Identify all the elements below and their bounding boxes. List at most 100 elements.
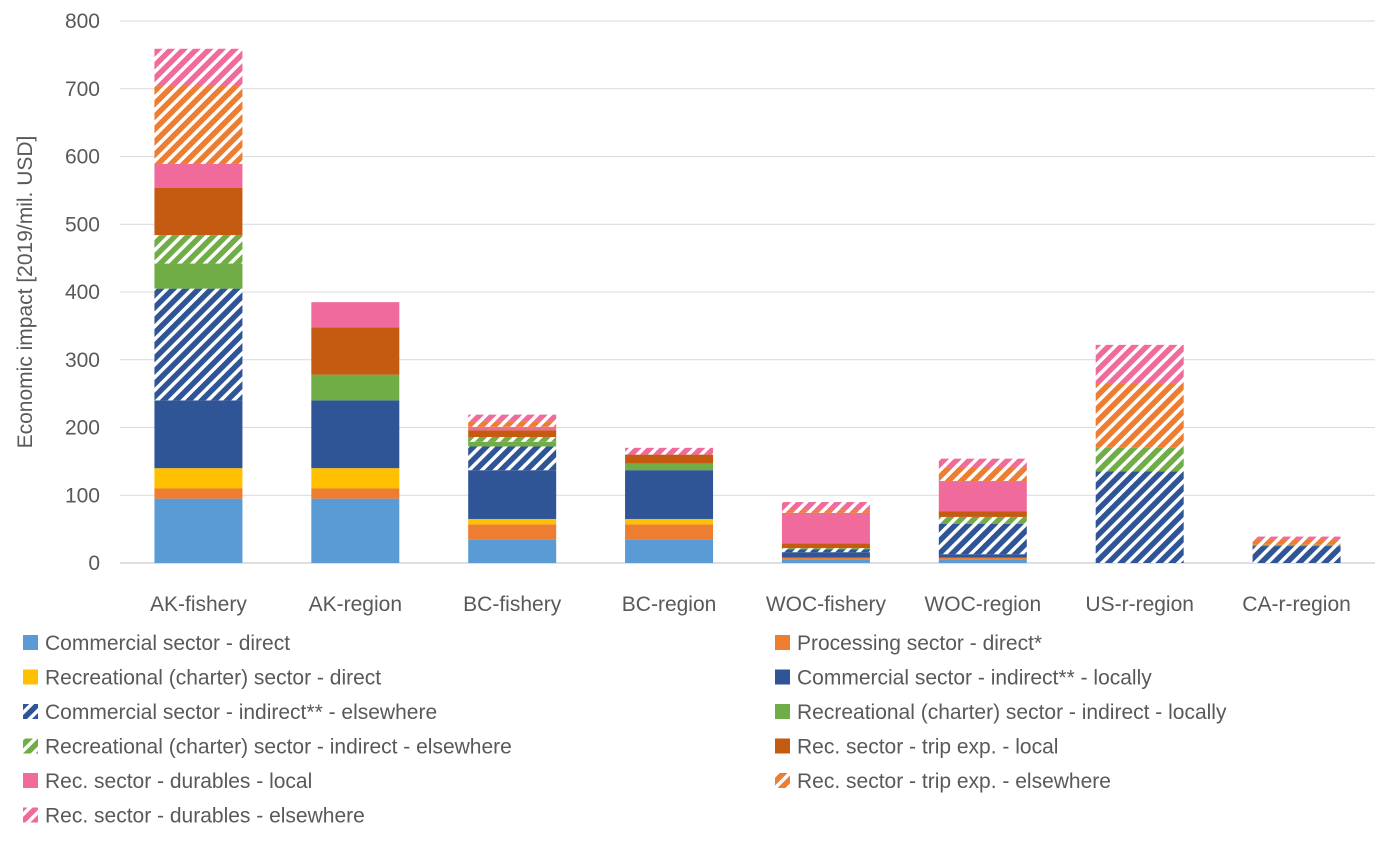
bar-segment <box>1252 544 1341 547</box>
bars <box>154 48 1341 563</box>
bar-segment <box>468 446 557 471</box>
bar-segment <box>468 414 557 422</box>
x-tick-label: AK-region <box>309 593 402 616</box>
legend-swatch <box>23 704 38 719</box>
legend-swatch <box>775 704 790 719</box>
bar-segment <box>938 554 1027 558</box>
legend-item: Recreational (charter) sector - direct <box>23 667 381 690</box>
legend-item: Rec. sector - durables - elsewhere <box>23 805 365 828</box>
legend-label: Processing sector - direct* <box>797 632 1042 655</box>
x-tick-label: WOC-region <box>924 593 1041 616</box>
bar-segment <box>468 524 557 540</box>
legend-item: Rec. sector - trip exp. - local <box>775 736 1058 759</box>
bar-segment <box>781 512 870 544</box>
bar-segment <box>311 374 400 401</box>
bar-segment <box>625 447 714 455</box>
bar-segment <box>1252 536 1341 540</box>
legend-label: Commercial sector - indirect** - locally <box>797 667 1152 690</box>
bar-segment <box>938 557 1027 560</box>
bar-segment <box>1252 546 1341 563</box>
bar-stack-WOC-region <box>938 458 1027 563</box>
y-tick-label: 300 <box>65 349 100 372</box>
bar-segment <box>938 523 1027 555</box>
legend-swatch <box>23 773 38 788</box>
bar-segment <box>625 518 714 525</box>
bar-segment <box>938 481 1027 512</box>
bar-segment <box>781 502 870 511</box>
bar-segment <box>781 552 870 558</box>
bar-segment <box>468 441 557 447</box>
legend-item: Commercial sector - indirect** - elsewhe… <box>23 701 437 724</box>
bar-segment <box>311 327 400 375</box>
legend-swatch <box>23 669 38 685</box>
legend: Commercial sector - direct Processing sec… <box>23 632 1227 828</box>
bar-stack-AK-fishery <box>154 48 243 563</box>
bar-segment <box>154 187 243 236</box>
bar-segment <box>311 400 400 469</box>
legend-swatch <box>775 773 790 788</box>
y-tick-label: 400 <box>65 281 100 304</box>
bar-segment <box>781 543 870 549</box>
bar-stack-BC-fishery <box>468 414 557 563</box>
x-tick-label: WOC-fishery <box>766 593 887 616</box>
bar-segment <box>781 549 870 553</box>
y-tick-label: 100 <box>65 484 100 507</box>
bar-segment <box>1252 539 1341 545</box>
y-tick-label: 200 <box>65 417 100 440</box>
legend-swatch <box>775 738 790 754</box>
bar-segment <box>154 263 243 289</box>
y-tick-label: 600 <box>65 146 100 169</box>
legend-item: Rec. sector - trip exp. - elsewhere <box>775 770 1111 793</box>
bar-segment <box>625 454 714 464</box>
bar-segment <box>938 511 1027 517</box>
bar-segment <box>311 468 400 489</box>
legend-swatch <box>23 738 38 754</box>
legend-item: Recreational (charter) sector - indirect… <box>775 701 1227 724</box>
bar-segment <box>311 498 400 563</box>
legend-label: Rec. sector - trip exp. - local <box>797 736 1058 759</box>
legend-item: Commercial sector - indirect** - locally <box>775 667 1152 690</box>
bar-segment <box>311 488 400 499</box>
y-tick-label: 0 <box>88 552 100 575</box>
bar-segment <box>154 86 243 164</box>
bar-segment <box>1095 447 1184 472</box>
bar-segment <box>781 548 870 550</box>
legend-item: Rec. sector - durables - local <box>23 770 312 793</box>
bar-segment <box>781 510 870 513</box>
y-tick-label: 800 <box>65 10 100 33</box>
bar-segment <box>154 288 243 401</box>
legend-swatch <box>23 635 38 650</box>
bar-segment <box>154 488 243 499</box>
legend-swatch <box>775 635 790 650</box>
bar-segment <box>1095 471 1184 563</box>
x-tick-label: BC-fishery <box>463 593 562 616</box>
bar-stack-US-r-region <box>1095 344 1184 563</box>
legend-label: Recreational (charter) sector - indirect… <box>797 701 1227 724</box>
legend-item: Processing sector - direct* <box>775 632 1042 655</box>
bar-segment <box>1095 383 1184 448</box>
legend-label: Recreational (charter) sector - indirect… <box>45 736 512 759</box>
bar-segment <box>154 235 243 264</box>
bar-segment <box>468 421 557 427</box>
bar-stack-BC-region <box>625 447 714 563</box>
x-tick-label: CA-r-region <box>1242 593 1351 616</box>
y-axis-label: Economic impact [2019/mil. USD] <box>14 136 37 449</box>
bar-segment <box>625 524 714 540</box>
legend-label: Commercial sector - indirect** - elsewhe… <box>45 701 437 724</box>
bar-segment <box>625 539 714 563</box>
legend-item: Commercial sector - direct <box>23 632 290 655</box>
bar-segment <box>938 467 1027 482</box>
legend-label: Rec. sector - durables - elsewhere <box>45 805 365 828</box>
bar-stack-AK-region <box>311 302 400 563</box>
bar-segment <box>468 426 557 431</box>
bar-segment <box>468 430 557 437</box>
legend-swatch <box>23 807 38 823</box>
gridlines <box>120 20 1375 564</box>
x-tick-label: US-r-region <box>1085 593 1194 616</box>
bar-segment <box>154 400 243 469</box>
legend-swatch <box>775 669 790 685</box>
bar-segment <box>154 163 243 188</box>
legend-label: Commercial sector - direct <box>45 632 290 655</box>
legend-item: Recreational (charter) sector - indirect… <box>23 736 512 759</box>
